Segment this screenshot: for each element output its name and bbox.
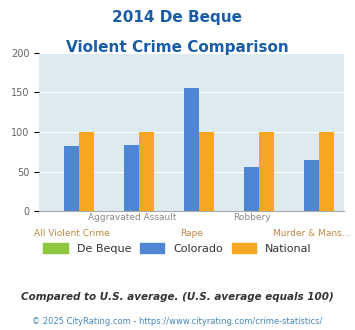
Text: All Violent Crime: All Violent Crime bbox=[34, 229, 110, 238]
Bar bbox=[259, 132, 274, 211]
Bar bbox=[319, 132, 334, 211]
Bar bbox=[139, 132, 154, 211]
Text: Rape: Rape bbox=[180, 229, 203, 238]
Bar bbox=[65, 146, 80, 211]
Text: Violent Crime Comparison: Violent Crime Comparison bbox=[66, 40, 289, 54]
Text: Compared to U.S. average. (U.S. average equals 100): Compared to U.S. average. (U.S. average … bbox=[21, 292, 334, 302]
Text: Robbery: Robbery bbox=[233, 213, 271, 222]
Legend: De Beque, Colorado, National: De Beque, Colorado, National bbox=[39, 239, 316, 258]
Bar bbox=[80, 132, 94, 211]
Bar bbox=[184, 88, 199, 211]
Text: 2014 De Beque: 2014 De Beque bbox=[113, 10, 242, 25]
Bar bbox=[124, 145, 139, 211]
Text: Aggravated Assault: Aggravated Assault bbox=[88, 213, 176, 222]
Text: © 2025 CityRating.com - https://www.cityrating.com/crime-statistics/: © 2025 CityRating.com - https://www.city… bbox=[32, 317, 323, 326]
Text: Murder & Mans...: Murder & Mans... bbox=[273, 229, 350, 238]
Bar bbox=[304, 160, 319, 211]
Bar bbox=[244, 167, 259, 211]
Bar bbox=[199, 132, 214, 211]
